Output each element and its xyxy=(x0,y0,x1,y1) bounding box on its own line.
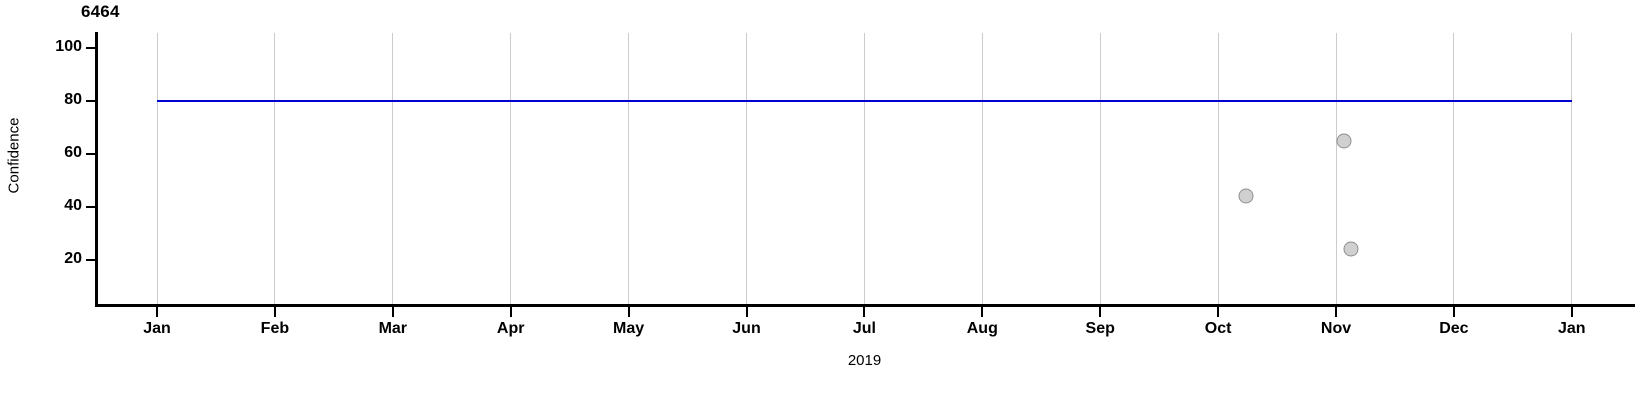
x-tick-4 xyxy=(627,307,630,317)
gridline-oct-9 xyxy=(1217,33,1219,304)
y-tick-label-20: 20 xyxy=(64,250,82,267)
x-tick-label-apr-3: Apr xyxy=(496,320,525,337)
x-tick-2 xyxy=(391,307,394,317)
y-tick-label-60: 60 xyxy=(64,144,82,161)
y-tick-20 xyxy=(86,259,95,261)
x-tick-8 xyxy=(1099,307,1102,317)
data-point[interactable] xyxy=(1343,241,1359,257)
x-tick-label-oct-9: Oct xyxy=(1204,320,1232,337)
x-tick-11 xyxy=(1452,307,1455,317)
y-tick-60 xyxy=(86,153,95,155)
x-axis-line xyxy=(95,304,1635,307)
x-tick-label-sep-8: Sep xyxy=(1085,320,1115,337)
data-point[interactable] xyxy=(1238,188,1254,204)
x-tick-label-jan-0: Jan xyxy=(143,320,171,337)
x-tick-6 xyxy=(863,307,866,317)
x-tick-label-jun-5: Jun xyxy=(732,320,761,337)
y-tick-80 xyxy=(86,100,95,102)
y-tick-label-40: 40 xyxy=(64,197,82,214)
gridline-jan-12 xyxy=(1571,33,1573,304)
y-axis-line xyxy=(95,32,98,306)
y-tick-40 xyxy=(86,206,95,208)
gridline-nov-10 xyxy=(1335,33,1337,304)
gridline-jun-5 xyxy=(746,33,747,304)
gridline-jan-0 xyxy=(156,33,158,304)
x-tick-0 xyxy=(156,307,158,317)
y-tick-label-80: 80 xyxy=(64,91,82,108)
x-axis-label: 2019 xyxy=(847,352,882,369)
chart-title: 6464 xyxy=(81,2,120,21)
x-tick-5 xyxy=(745,307,748,317)
x-tick-1 xyxy=(273,307,276,317)
x-tick-label-nov-10: Nov xyxy=(1320,320,1352,337)
threshold-line xyxy=(157,100,1572,102)
gridline-jul-6 xyxy=(863,33,865,304)
x-tick-label-may-4: May xyxy=(613,320,645,337)
data-point[interactable] xyxy=(1336,133,1352,149)
gridline-aug-7 xyxy=(981,33,983,304)
gridline-feb-1 xyxy=(274,33,276,304)
y-tick-label-100: 100 xyxy=(55,38,82,55)
x-tick-label-mar-2: Mar xyxy=(378,320,408,337)
x-tick-3 xyxy=(509,307,512,317)
x-tick-label-aug-7: Aug xyxy=(966,320,998,337)
gridline-dec-11 xyxy=(1453,33,1455,304)
x-tick-label-dec-11: Dec xyxy=(1439,320,1469,337)
gridline-may-4 xyxy=(628,33,630,304)
x-tick-12 xyxy=(1570,307,1573,317)
y-tick-100 xyxy=(86,47,95,49)
gridline-apr-3 xyxy=(510,33,512,304)
gridline-sep-8 xyxy=(1099,33,1101,304)
x-tick-label-jul-6: Jul xyxy=(852,320,876,337)
x-tick-7 xyxy=(981,307,984,317)
x-tick-label-jan-12: Jan xyxy=(1558,320,1586,337)
gridline-mar-2 xyxy=(392,33,394,304)
x-tick-label-feb-1: Feb xyxy=(260,320,290,337)
x-tick-9 xyxy=(1217,307,1220,317)
x-tick-10 xyxy=(1335,307,1337,317)
